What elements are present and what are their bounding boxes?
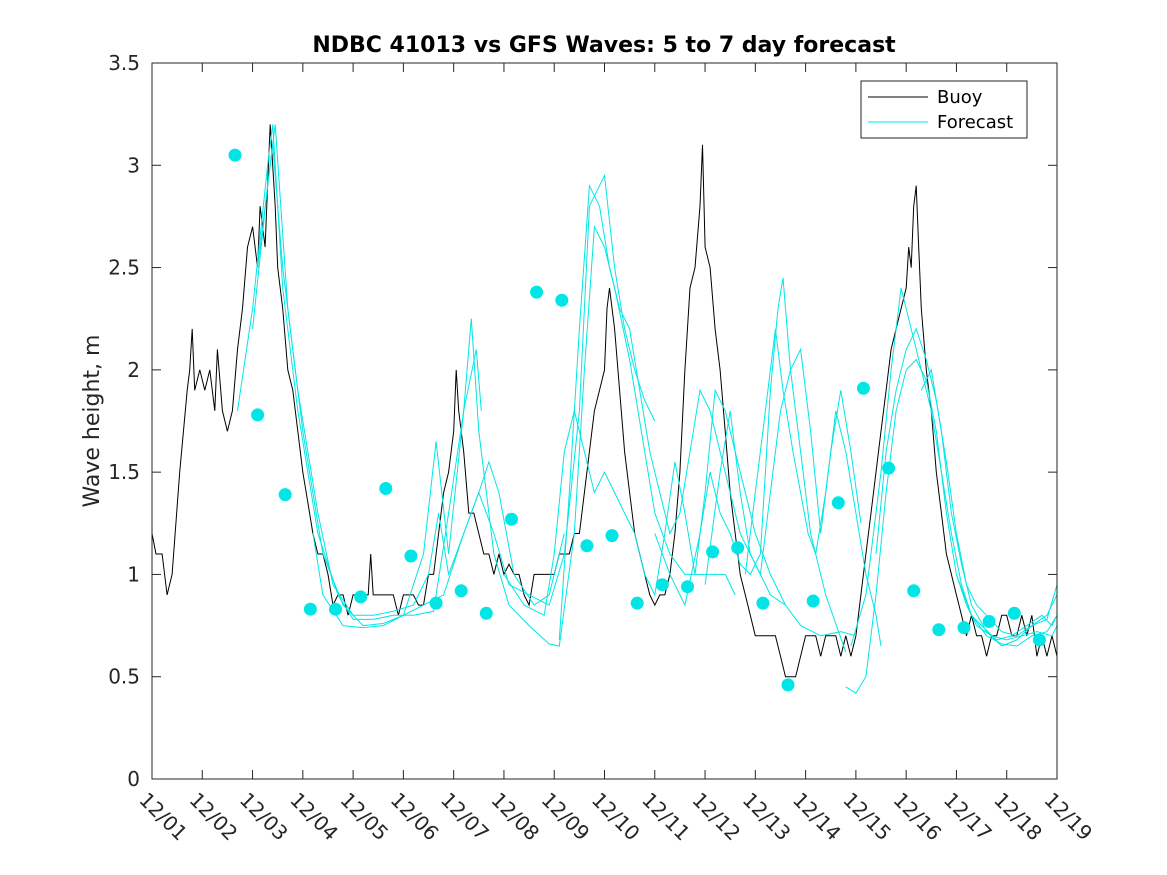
forecast-marker xyxy=(505,512,518,526)
forecast-marker xyxy=(856,381,870,395)
y-axis-label: Wave height, m xyxy=(80,335,105,508)
forecast-marker xyxy=(731,541,745,555)
forecast-series-line xyxy=(257,144,656,616)
x-tick-label: 12/08 xyxy=(486,788,544,846)
forecast-series-line xyxy=(920,368,1058,647)
forecast-marker xyxy=(429,596,443,610)
forecast-marker xyxy=(329,602,342,616)
forecast-series-line xyxy=(503,388,786,617)
x-tick-label: 12/10 xyxy=(587,788,645,846)
forecast-marker xyxy=(1032,633,1046,647)
legend-forecast-label: Forecast xyxy=(937,112,1013,133)
x-tick-label: 12/14 xyxy=(788,788,846,846)
y-tick-label: 0.5 xyxy=(108,665,140,689)
forecast-marker xyxy=(379,482,393,495)
x-tick-label: 12/16 xyxy=(889,788,947,846)
y-tick-label: 2 xyxy=(127,358,140,382)
y-tick-label: 1 xyxy=(127,562,140,586)
x-tick-label: 12/17 xyxy=(939,788,997,846)
x-tick-label: 12/19 xyxy=(1039,788,1097,846)
forecast-marker xyxy=(404,549,418,563)
forecast-marker xyxy=(278,488,292,502)
series-layer xyxy=(151,124,1058,694)
y-tick-label: 1.5 xyxy=(108,460,140,484)
x-tick-label: 12/04 xyxy=(285,788,343,846)
forecast-marker xyxy=(982,615,996,628)
forecast-series-line xyxy=(704,347,862,585)
forecast-marker xyxy=(655,578,669,592)
forecast-marker xyxy=(932,623,946,637)
x-tick-label: 12/13 xyxy=(738,788,796,846)
forecast-marker xyxy=(454,584,468,598)
y-tick-label: 3 xyxy=(127,153,140,177)
forecast-marker xyxy=(228,148,242,162)
legend-buoy-label: Buoy xyxy=(937,87,983,108)
plot-area xyxy=(152,63,1057,779)
forecast-marker xyxy=(1007,606,1021,620)
forecast-marker xyxy=(251,408,265,422)
forecast-marker xyxy=(957,621,971,635)
forecast-marker xyxy=(756,596,770,610)
forecast-marker xyxy=(882,461,896,475)
forecast-series-line xyxy=(955,543,1058,647)
x-tick-label: 12/02 xyxy=(185,788,243,846)
forecast-marker xyxy=(354,590,368,604)
x-tick-label: 12/05 xyxy=(336,788,394,846)
x-tick-label: 12/09 xyxy=(537,788,595,846)
x-tick-label: 12/07 xyxy=(436,788,494,846)
forecast-series-line xyxy=(558,183,857,640)
x-tick-label: 12/18 xyxy=(989,788,1047,846)
forecast-series-line xyxy=(312,224,736,647)
y-tick-label: 3.5 xyxy=(108,51,140,75)
x-tick-label: 12/11 xyxy=(637,788,695,846)
y-ticks: 0 0.5 1 1.5 2 2.5 3 3.5 xyxy=(108,51,1057,791)
forecast-marker xyxy=(479,606,493,620)
chart-title: NDBC 41013 vs GFS Waves: 5 to 7 day fore… xyxy=(312,33,896,58)
forecast-marker xyxy=(907,584,921,598)
forecast-marker xyxy=(781,678,795,692)
forecast-marker xyxy=(580,539,594,553)
forecast-marker xyxy=(303,602,317,616)
x-tick-label: 12/12 xyxy=(688,788,746,846)
forecast-marker xyxy=(681,580,694,594)
forecast-series-line xyxy=(744,328,882,647)
forecast-series-line xyxy=(850,287,1058,647)
x-tick-label: 12/03 xyxy=(235,788,293,846)
forecast-marker xyxy=(555,293,569,307)
forecast-marker xyxy=(530,285,544,299)
x-tick-label: 12/06 xyxy=(386,788,444,846)
forecast-marker xyxy=(706,545,720,559)
forecast-series-line xyxy=(237,124,482,620)
forecast-marker xyxy=(831,496,845,510)
forecast-marker xyxy=(605,529,619,543)
plot-frame xyxy=(151,62,1058,780)
forecast-series-line xyxy=(875,327,1058,637)
y-tick-label: 2.5 xyxy=(108,256,140,280)
legend: Buoy Forecast xyxy=(860,80,1028,139)
forecast-marker xyxy=(630,596,644,610)
x-tick-label: 12/01 xyxy=(134,788,192,846)
legend-box xyxy=(860,80,1028,139)
buoy-series-line xyxy=(151,124,1058,678)
y-tick-label: 0 xyxy=(127,767,140,791)
x-tick-label: 12/15 xyxy=(838,788,896,846)
forecast-marker xyxy=(806,594,820,608)
